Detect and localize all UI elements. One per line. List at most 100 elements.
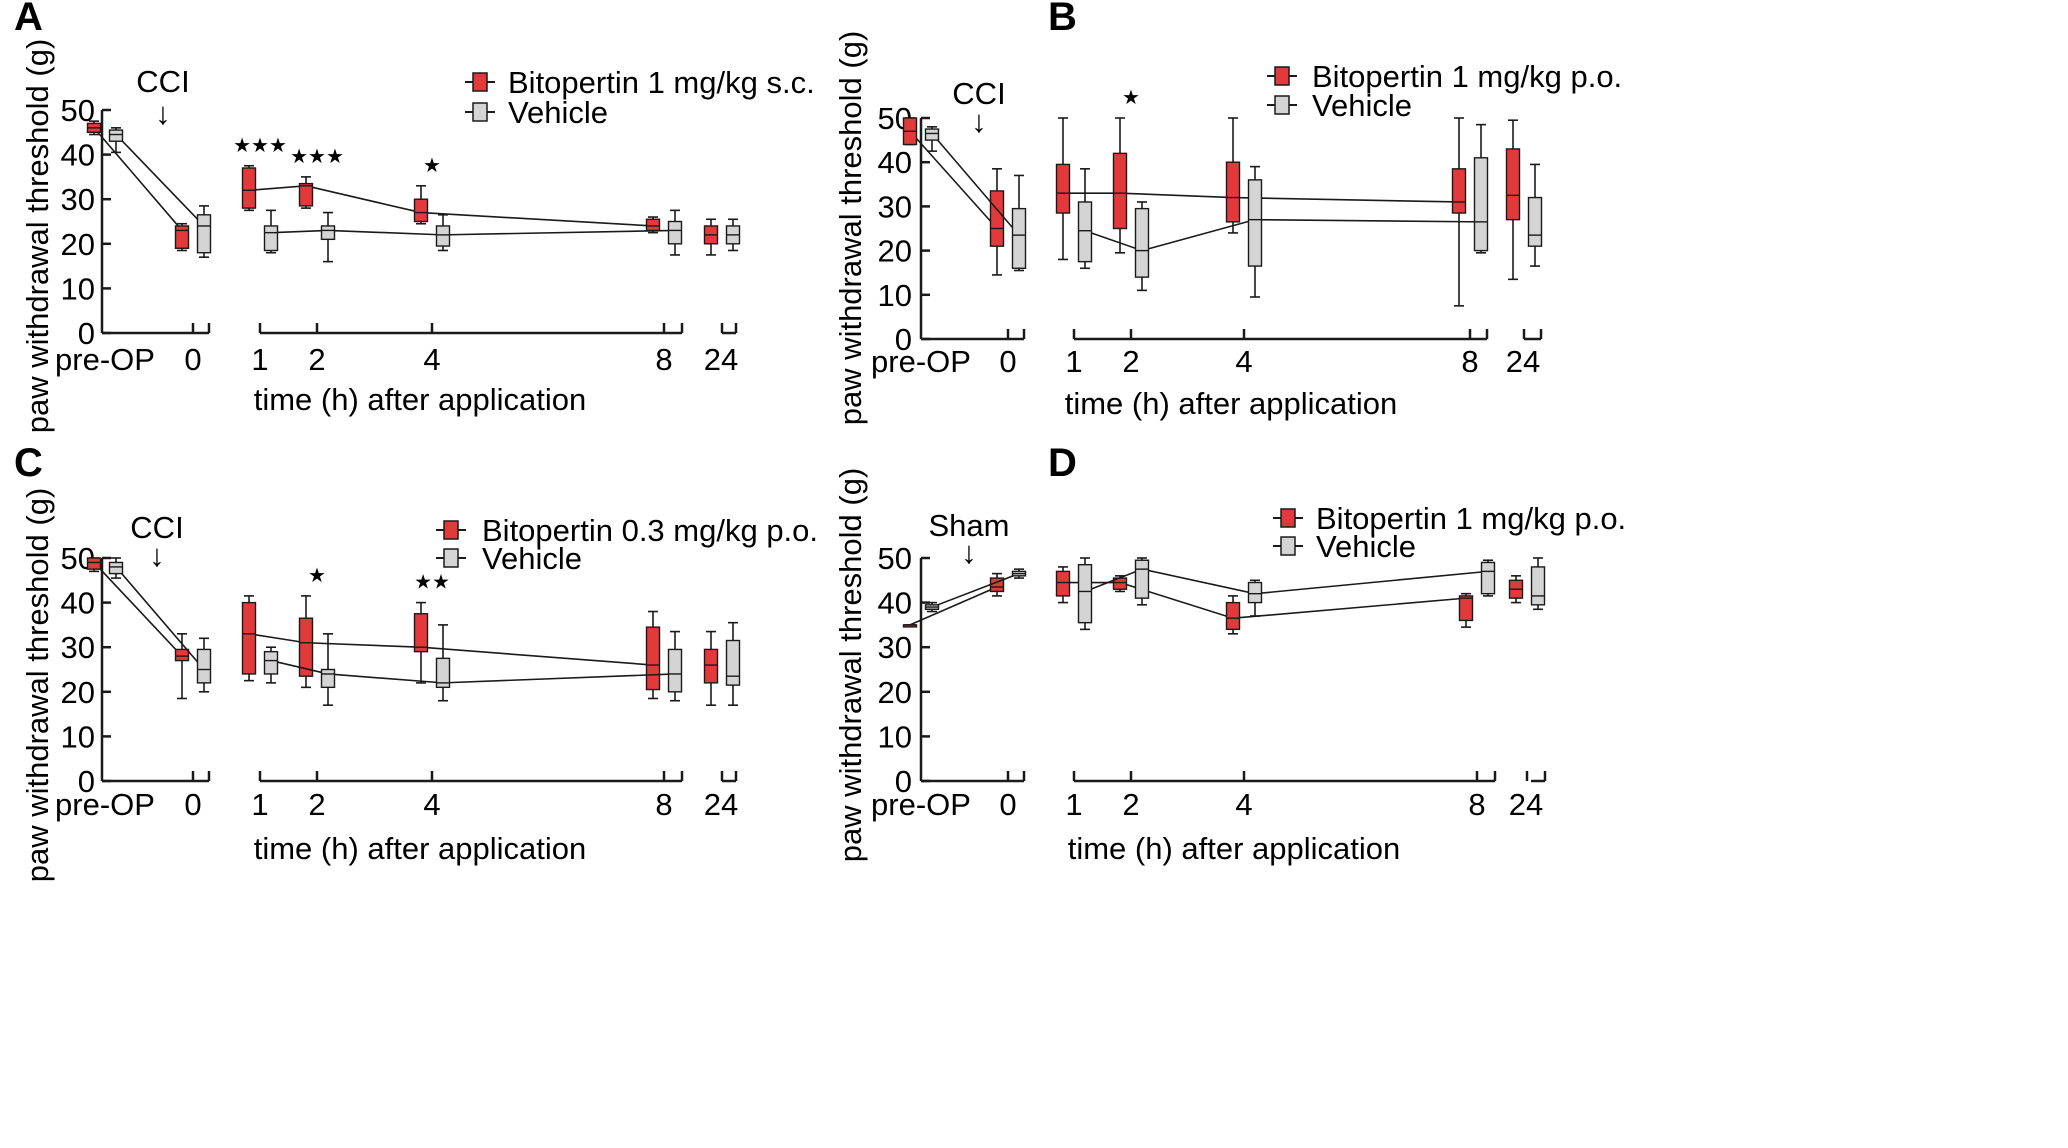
box-iqr bbox=[1247, 179, 1263, 267]
series-line-bitopertin bbox=[93, 561, 183, 657]
box-iqr bbox=[196, 214, 212, 254]
significance-marker: ★★ bbox=[414, 570, 450, 594]
box-iqr bbox=[241, 601, 257, 675]
box-iqr bbox=[667, 648, 683, 693]
x-tick-label: 1 bbox=[251, 342, 268, 377]
box-bitopertin-4 bbox=[413, 601, 429, 684]
box-iqr bbox=[1134, 559, 1150, 599]
x-tick-label: 8 bbox=[1468, 787, 1485, 822]
box-vehicle-24 bbox=[725, 621, 741, 706]
box-bitopertin-4 bbox=[1225, 117, 1241, 234]
box-iqr bbox=[174, 225, 190, 249]
y-tick-label: 0 bbox=[78, 764, 95, 799]
series-line-vehicle bbox=[115, 566, 205, 671]
box-vehicle-0 bbox=[196, 205, 212, 258]
box-bitopertin-0 bbox=[174, 222, 190, 252]
box-iqr bbox=[1011, 207, 1027, 269]
legend-label-bitopertin: Bitopertin 1 mg/kg p.o. bbox=[1312, 59, 1622, 94]
box-bitopertin-8 bbox=[645, 610, 661, 700]
box-bitopertin-2 bbox=[298, 595, 314, 689]
box-bitopertin-pre-OP bbox=[86, 120, 102, 136]
box-bitopertin-8 bbox=[1451, 117, 1467, 307]
box-iqr bbox=[86, 557, 102, 570]
x-tick-label: pre-OP bbox=[871, 344, 971, 379]
box-iqr bbox=[1134, 207, 1150, 278]
box-vehicle-pre-OP bbox=[924, 601, 940, 613]
x-tick-label: 8 bbox=[1461, 344, 1478, 379]
y-tick-label: 30 bbox=[61, 630, 95, 665]
box-iqr bbox=[645, 626, 661, 691]
box-vehicle-pre-OP bbox=[108, 557, 124, 579]
box-bitopertin-pre-OP bbox=[86, 557, 102, 573]
box-iqr bbox=[725, 639, 741, 686]
panel-letter: A bbox=[14, 0, 43, 39]
x-axis-title: time (h) after application bbox=[254, 382, 587, 417]
box-iqr bbox=[435, 225, 451, 247]
x-tick-label: 1 bbox=[1065, 787, 1082, 822]
legend-label-vehicle: Vehicle bbox=[1312, 88, 1412, 123]
legend-label-bitopertin: Bitopertin 1 mg/kg s.c. bbox=[508, 65, 815, 100]
x-tick-label: 0 bbox=[999, 344, 1016, 379]
box-bitopertin-1 bbox=[1055, 566, 1071, 604]
box-iqr bbox=[989, 190, 1005, 247]
significance-marker: ★★★ bbox=[233, 133, 287, 157]
x-tick-label: 24 bbox=[1506, 344, 1540, 379]
y-tick-label: 0 bbox=[895, 322, 912, 357]
box-iqr bbox=[1055, 163, 1071, 214]
series-line-bitopertin bbox=[1063, 192, 1460, 203]
y-tick-label: 10 bbox=[61, 271, 95, 306]
x-tick-label: 0 bbox=[184, 342, 201, 377]
box-vehicle-2 bbox=[320, 211, 336, 263]
box-iqr bbox=[645, 218, 661, 232]
box-iqr bbox=[108, 129, 124, 142]
down-arrow-icon: ↓ bbox=[149, 538, 165, 573]
box-iqr bbox=[435, 657, 451, 689]
x-tick-label: 8 bbox=[655, 342, 672, 377]
legend-label-bitopertin: Bitopertin 0.3 mg/kg p.o. bbox=[482, 513, 818, 548]
x-tick-label: 4 bbox=[423, 787, 440, 822]
y-axis-title: paw withdrawal threshold (g) bbox=[833, 31, 868, 426]
box-bitopertin-2 bbox=[298, 176, 314, 209]
surgery-annotation-label: Sham bbox=[929, 508, 1010, 543]
box-iqr bbox=[1527, 196, 1543, 247]
x-tick-label: 2 bbox=[308, 787, 325, 822]
box-iqr bbox=[924, 128, 940, 141]
box-iqr bbox=[108, 561, 124, 575]
box-vehicle-8 bbox=[1480, 559, 1496, 597]
box-bitopertin-1 bbox=[1055, 117, 1071, 261]
box-vehicle-8 bbox=[1473, 123, 1489, 254]
box-bitopertin-24 bbox=[703, 218, 719, 256]
x-tick-label: 24 bbox=[704, 342, 738, 377]
series-line-vehicle bbox=[270, 659, 676, 684]
down-arrow-icon: ↓ bbox=[971, 104, 987, 139]
box-bitopertin-1 bbox=[241, 164, 257, 212]
x-tick-label: pre-OP bbox=[871, 787, 971, 822]
x-tick-label: 2 bbox=[308, 342, 325, 377]
red-box-legend-icon bbox=[472, 72, 488, 92]
series-line-bitopertin bbox=[248, 633, 654, 666]
y-tick-label: 0 bbox=[895, 764, 912, 799]
y-tick-label: 10 bbox=[878, 278, 912, 313]
significance-marker: ★ bbox=[308, 563, 326, 587]
y-tick-label: 10 bbox=[61, 719, 95, 754]
y-tick-label: 50 bbox=[61, 93, 95, 128]
box-iqr bbox=[1473, 157, 1489, 252]
x-tick-label: 4 bbox=[1235, 787, 1252, 822]
box-bitopertin-2 bbox=[1112, 117, 1128, 254]
significance-marker: ★ bbox=[423, 153, 441, 177]
box-bitopertin-8 bbox=[645, 216, 661, 234]
panel-letter: C bbox=[14, 441, 43, 485]
series-line-vehicle bbox=[270, 229, 676, 236]
panel-letter: D bbox=[1048, 441, 1077, 485]
y-tick-label: 30 bbox=[61, 182, 95, 217]
box-vehicle-2 bbox=[1134, 201, 1150, 292]
box-vehicle-24 bbox=[725, 218, 741, 252]
x-tick-label: 1 bbox=[1065, 344, 1082, 379]
box-vehicle-2 bbox=[320, 633, 336, 706]
